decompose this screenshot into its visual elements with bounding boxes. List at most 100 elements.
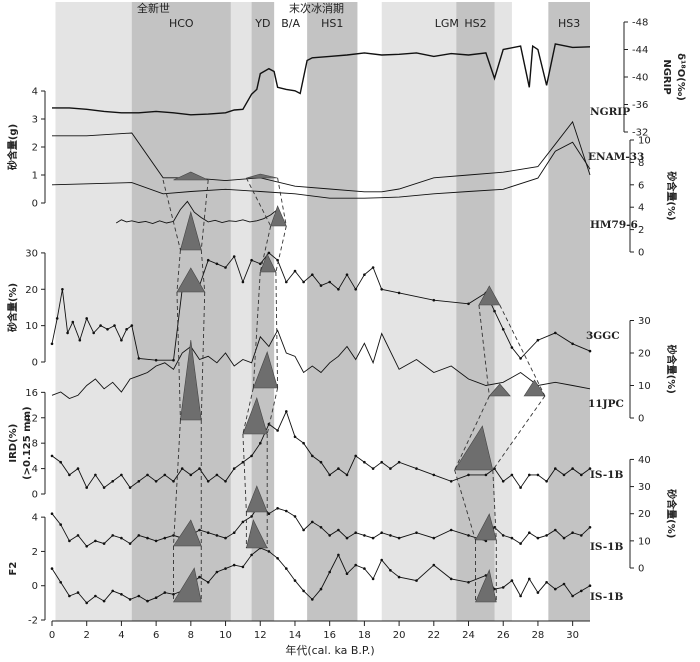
axis-core11jpc: 0 10 20 30 砂含量(%): [629, 316, 678, 425]
axis-title-is1b_b: 砂含量(%): [665, 488, 678, 538]
axis-core3ggc: 0 10 20 30 砂含量(%): [6, 248, 46, 369]
data-point-ird: [389, 467, 392, 470]
data-point-core3ggc: [363, 273, 366, 277]
data-point-core3ggc: [371, 266, 375, 269]
band-label-yd: YD: [254, 17, 270, 30]
data-point-f2: [50, 567, 54, 570]
data-point-ird: [137, 480, 141, 483]
data-point-f2: [311, 598, 314, 601]
data-point-ird: [536, 473, 540, 477]
data-point-is1b_b: [389, 534, 392, 537]
data-point-ird: [120, 473, 123, 477]
data-point-ird: [580, 473, 583, 477]
data-point-is1b_b: [371, 536, 375, 540]
axis-ngrip: -32 -36 -40 -44 -48 NGRIP δ¹⁸O(‰): [623, 18, 686, 139]
data-point-f2: [76, 591, 80, 594]
data-point-ird: [354, 454, 358, 458]
axis-title-enam33: 砂含量(%): [665, 170, 678, 220]
panel-core3ggc: 3GGC 0 10 20 30 砂含量(%): [6, 248, 620, 368]
data-point-core3ggc: [380, 288, 384, 291]
panel-is1b_b: IS-1B 0 10 20 30 40 砂含量(%): [50, 455, 678, 575]
peak-shading: [475, 569, 497, 603]
data-point-is1b_b: [85, 545, 88, 548]
data-point-is1b_b: [215, 534, 219, 537]
data-point-ird: [501, 480, 505, 483]
data-point-core3ggc: [113, 324, 116, 327]
data-point-ird: [293, 435, 297, 439]
tick-label-core11jpc: 10: [638, 381, 651, 392]
peak-shading: [176, 267, 206, 293]
data-point-ird: [432, 473, 436, 477]
data-point-f2: [328, 570, 332, 574]
band-label-ba: B/A: [281, 17, 300, 30]
data-point-core3ggc: [66, 331, 69, 335]
peak-shading: [245, 485, 268, 513]
data-point-ird: [85, 486, 88, 489]
data-point-ird: [189, 473, 193, 477]
data-point-is1b_b: [232, 531, 236, 534]
data-point-f2: [519, 594, 522, 598]
tick-label-f2: 4: [32, 513, 38, 524]
data-point-f2: [232, 563, 236, 567]
series-line-f2: [51, 547, 591, 604]
data-point-f2: [528, 577, 531, 581]
peak-shading: [478, 285, 501, 306]
correlation-dashed-line: [242, 433, 247, 513]
data-point-ird: [215, 473, 219, 477]
correlation-dashed-line: [275, 271, 279, 389]
panel-core11jpc: 11JPC 0 10 20 30 砂含量(%): [51, 316, 678, 425]
data-point-core3ggc: [571, 342, 574, 346]
band-label-hs1: HS1: [321, 17, 343, 30]
peak-shading: [172, 519, 202, 547]
tick-label-enam33: 8: [638, 158, 644, 169]
data-point-ird: [519, 486, 522, 489]
core-label-ird: IS-1B: [590, 469, 624, 481]
x-axis-label: 年代(cal. ka B.P.): [285, 643, 374, 657]
data-point-f2: [432, 563, 436, 567]
data-point-f2: [215, 570, 219, 574]
data-point-core3ggc: [267, 251, 271, 255]
data-point-core3ggc: [328, 280, 332, 284]
data-point-is1b_b: [206, 531, 210, 534]
tick-label-enam33_left: 4: [32, 87, 38, 98]
data-point-ird: [154, 480, 158, 483]
data-point-core3ggc: [125, 328, 128, 331]
data-point-ird: [319, 460, 323, 464]
data-point-is1b_b: [345, 536, 349, 540]
data-point-f2: [276, 557, 279, 560]
data-point-ird: [146, 473, 149, 477]
panel-ird: IS-1B 0 4 8 12 16 IRD(%) (>0.125 mm): [8, 388, 624, 501]
peak-shading-and-correlation-lines: [162, 171, 546, 603]
axis-title-f2: F2: [8, 562, 19, 576]
data-point-f2: [137, 594, 141, 598]
band-hs1: [307, 2, 358, 621]
tick-label-core3ggc: 30: [25, 248, 38, 259]
core-label-is1b_b: IS-1B: [590, 541, 624, 553]
x-tick-label: 24: [462, 630, 475, 641]
data-point-is1b_b: [536, 536, 540, 540]
data-point-core3ggc: [206, 258, 210, 262]
period-bands: [55, 2, 590, 621]
peak-shading: [246, 173, 278, 179]
peak-shading: [270, 205, 287, 227]
axis-is1b_b: 0 10 20 30 40 砂含量(%): [629, 455, 678, 575]
tick-label-enam33: 4: [638, 203, 644, 214]
data-point-ird: [571, 467, 574, 470]
data-point-f2: [337, 553, 340, 557]
data-point-ird: [76, 467, 80, 470]
core-label-enam33: ENAM-33: [588, 151, 644, 163]
x-tick-label: 2: [84, 630, 90, 641]
data-point-core3ggc: [501, 328, 505, 331]
data-point-is1b_b: [562, 536, 566, 540]
peak-shading: [246, 519, 268, 549]
data-point-ird: [371, 467, 375, 470]
tick-label-core3ggc: 20: [25, 285, 38, 296]
data-point-f2: [467, 581, 470, 584]
data-point-f2: [354, 563, 358, 567]
correlation-dashed-line: [492, 395, 546, 471]
tick-label-is1b_b: 30: [638, 482, 651, 493]
data-point-ird: [224, 480, 227, 483]
x-tick-label: 10: [219, 630, 232, 641]
correlation-dashed-line: [176, 291, 181, 421]
